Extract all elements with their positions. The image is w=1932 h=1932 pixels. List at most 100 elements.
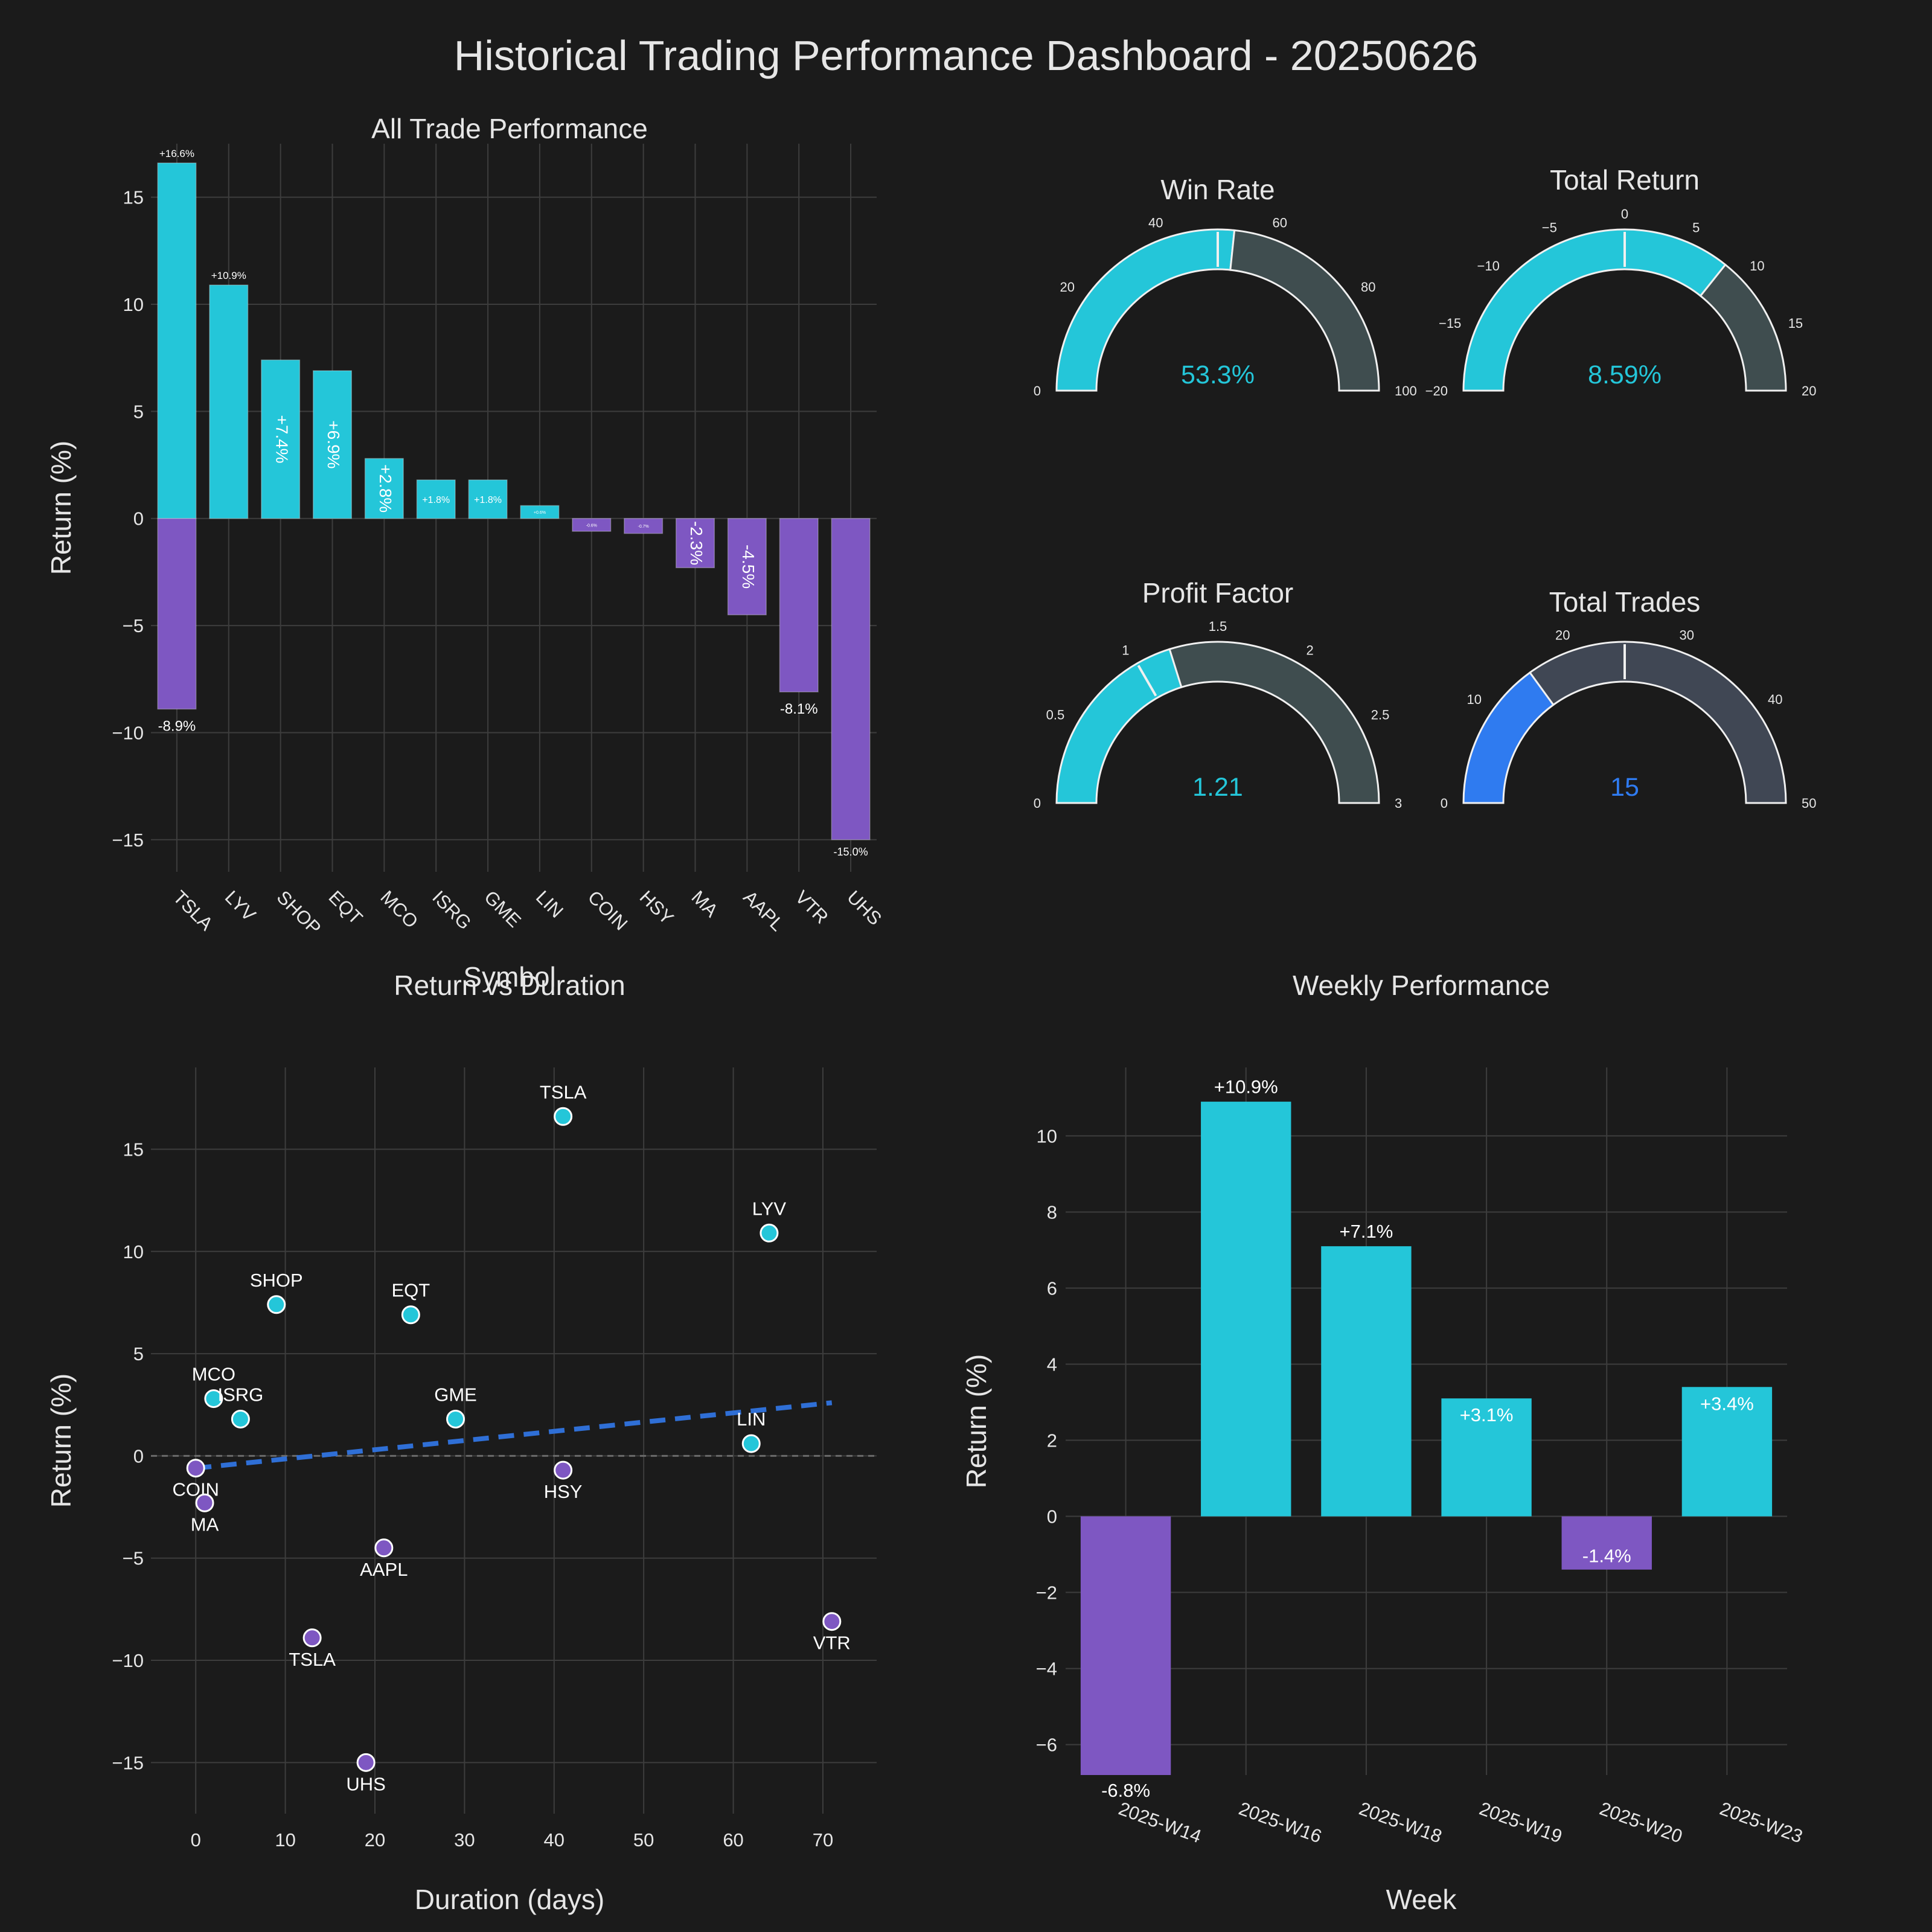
- bar-data-label: +0.6%: [534, 511, 546, 515]
- dashboard-title: Historical Trading Performance Dashboard…: [454, 32, 1478, 79]
- point-label: AAPL: [360, 1559, 408, 1580]
- x-tick-label: 0: [191, 1829, 201, 1850]
- point-label: MCO: [192, 1364, 235, 1385]
- scatter-point: [231, 1409, 250, 1428]
- gauge-tick-label: −10: [1477, 258, 1499, 273]
- gauge-title: Total Return: [1550, 164, 1700, 196]
- trade-bar: [416, 479, 456, 519]
- scatter-point: [760, 1223, 779, 1243]
- week-bar: [1561, 1516, 1652, 1570]
- point-label: ISRG: [217, 1384, 263, 1405]
- gauge-tick-label: 1: [1122, 642, 1129, 657]
- trade-bar: [675, 517, 715, 569]
- trend-line: [195, 1400, 833, 1471]
- x-axis-label: Duration (days): [415, 1884, 604, 1915]
- gauge-tick-label: 100: [1395, 383, 1417, 398]
- gauge-tick-label: 40: [1768, 692, 1782, 707]
- gauge-remaining-arc: [1229, 229, 1380, 392]
- y-tick-label: −5: [123, 1548, 144, 1569]
- gauge-tick-label: 10: [1750, 258, 1764, 273]
- y-tick-label: 5: [133, 1343, 144, 1364]
- chart-title: Return vs Duration: [394, 970, 625, 1001]
- gauge-value-text: 8.59%: [1588, 360, 1662, 389]
- gauge-tick-label: 80: [1361, 280, 1375, 295]
- bar-data-label: -1.4%: [1582, 1546, 1631, 1567]
- gauge-tick-label: −5: [1542, 220, 1557, 235]
- scatter-point: [356, 1753, 376, 1772]
- point-label: EQT: [391, 1280, 430, 1301]
- scatter-point: [186, 1459, 205, 1478]
- trade-bar: [468, 479, 508, 519]
- bar-data-label: -0.6%: [586, 523, 597, 528]
- y-tick-label: 15: [123, 1139, 144, 1160]
- trade-bar: [779, 517, 819, 693]
- trade-bar: [157, 162, 197, 519]
- gauge-tick-label: 20: [1060, 280, 1074, 295]
- gauge-tick-label: 3: [1395, 796, 1402, 811]
- gauge-title: Win Rate: [1160, 174, 1275, 205]
- gauge-remaining-arc: [1528, 641, 1787, 804]
- gauge-tick-label: 40: [1148, 215, 1163, 230]
- point-label: TSLA: [540, 1081, 587, 1102]
- point-label: LYV: [752, 1198, 787, 1219]
- trade-bar: [364, 458, 404, 519]
- y-tick-label: 8: [1047, 1201, 1057, 1223]
- y-tick-label: 10: [1037, 1125, 1057, 1147]
- gauge-tick-label: −15: [1439, 316, 1461, 331]
- scatter-point: [822, 1612, 842, 1631]
- week-bar: [1681, 1387, 1773, 1517]
- trade-bar: [312, 370, 353, 519]
- chart-title: Weekly Performance: [1293, 970, 1550, 1001]
- scatter-point: [267, 1295, 286, 1314]
- bar-data-label: +7.1%: [1340, 1221, 1393, 1242]
- trade-bar: [727, 517, 767, 616]
- gauge-tick-label: 10: [1467, 692, 1481, 707]
- bar-data-label: +16.6%: [159, 148, 194, 159]
- y-tick-label: −2: [1036, 1582, 1057, 1604]
- bar-data-label: -15.0%: [834, 846, 868, 858]
- trade-bar: [520, 505, 560, 519]
- y-axis-label: Return (%): [45, 441, 77, 575]
- scatter-point: [741, 1434, 761, 1453]
- bar-data-label: +1.8%: [422, 495, 450, 505]
- week-bar: [1201, 1101, 1291, 1517]
- gauge-tick-label: 50: [1802, 796, 1816, 811]
- x-axis-label: Symbol: [463, 961, 555, 993]
- gauge-remaining-arc: [1699, 263, 1787, 392]
- x-tick-label: 20: [365, 1829, 385, 1850]
- week-bar: [1321, 1246, 1412, 1517]
- gauge-tick-label: 0: [1441, 796, 1448, 811]
- bar-data-label: -2.3%: [687, 521, 706, 565]
- week-bar: [1080, 1516, 1171, 1775]
- scatter-point: [446, 1409, 465, 1428]
- scatter-point: [195, 1493, 214, 1512]
- gauge-tick-label: 15: [1788, 316, 1803, 331]
- y-axis-label: Return (%): [961, 1354, 992, 1488]
- point-label: UHS: [346, 1773, 385, 1794]
- scatter-point: [554, 1460, 573, 1480]
- trade-bar: [157, 517, 197, 710]
- bar-data-label: +3.1%: [1460, 1404, 1514, 1425]
- point-label: HSY: [544, 1481, 583, 1502]
- x-tick-label: 30: [454, 1829, 475, 1850]
- gauge-value-text: 1.21: [1192, 773, 1243, 802]
- y-tick-label: 15: [123, 187, 144, 208]
- y-tick-label: −5: [123, 615, 144, 636]
- bar-data-label: +3.4%: [1700, 1393, 1754, 1414]
- scatter-point: [401, 1305, 420, 1325]
- gauge-tick-label: 0.5: [1046, 708, 1065, 723]
- bar-data-label: -8.1%: [780, 701, 818, 717]
- gauge-tick-label: 1.5: [1209, 619, 1227, 634]
- scatter-point: [204, 1389, 223, 1409]
- bar-data-label: +1.8%: [474, 495, 502, 505]
- bar-data-label: +2.8%: [376, 464, 395, 513]
- y-tick-label: 0: [133, 508, 144, 529]
- point-label: COIN: [172, 1479, 219, 1500]
- gauge-tick-label: 2: [1307, 642, 1314, 657]
- y-tick-label: 4: [1047, 1354, 1057, 1375]
- gauge-tick-label: 5: [1692, 220, 1700, 235]
- gauge-tick-label: 2.5: [1371, 708, 1390, 723]
